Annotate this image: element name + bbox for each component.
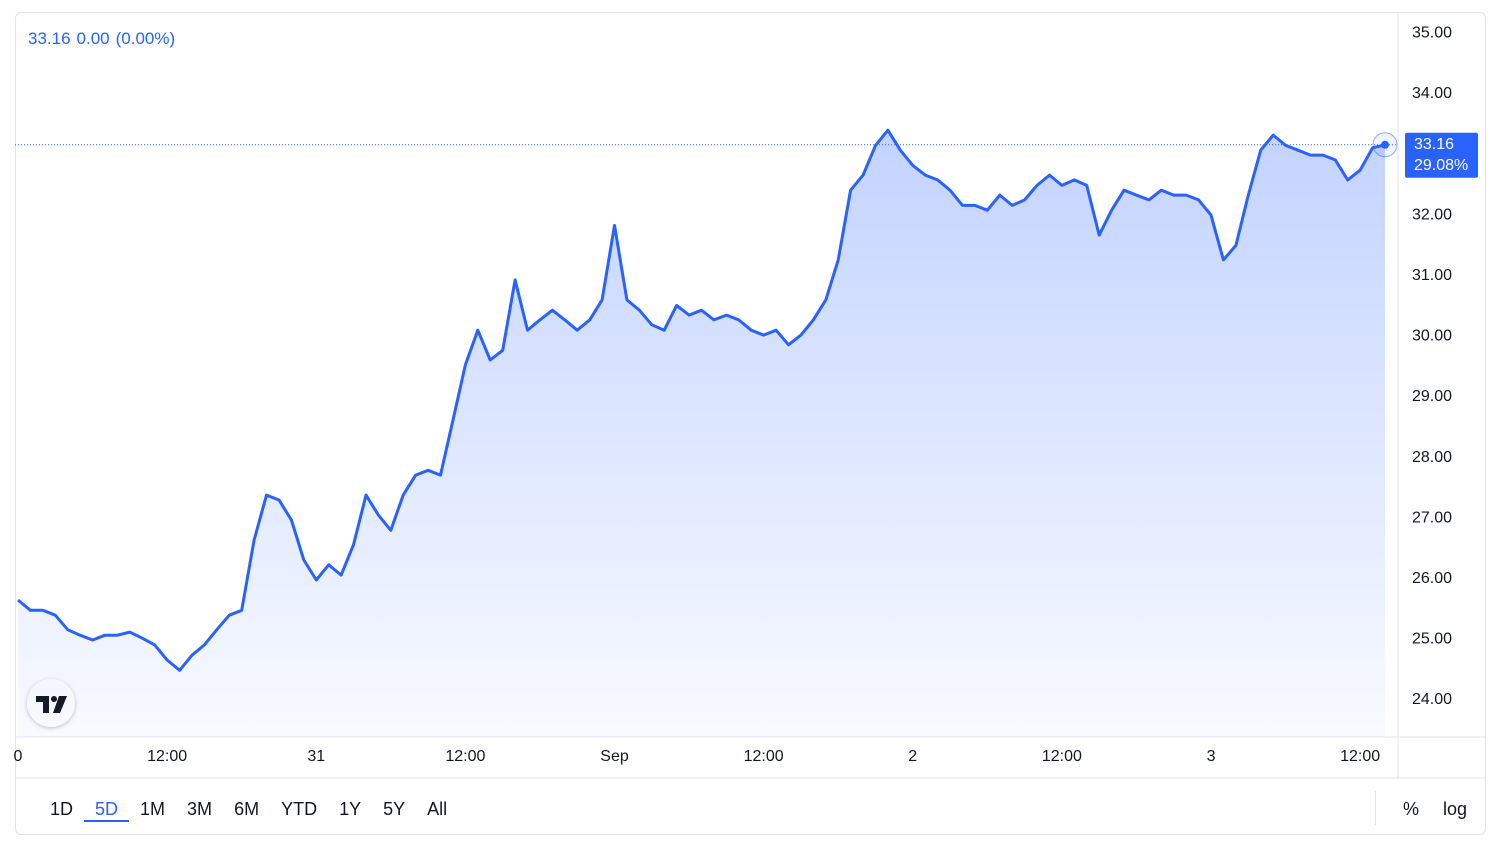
price-line	[17, 128, 1386, 672]
y-tick-label: 30.00	[1412, 328, 1452, 345]
range-button[interactable]: 1Y	[339, 799, 362, 819]
option-button[interactable]: log	[1442, 799, 1467, 819]
y-tick-label: 26.00	[1412, 570, 1452, 587]
x-tick-label: 12:00	[1042, 748, 1082, 765]
y-tick-label: 35.00	[1412, 24, 1452, 41]
option-buttons: % log	[1392, 796, 1478, 822]
x-tick-label: 2	[908, 748, 917, 765]
y-tick-label: 31.00	[1412, 267, 1452, 284]
range-button[interactable]: 5Y	[383, 799, 406, 819]
legend-price: 33.16	[28, 29, 71, 48]
x-tick-label: 3	[1207, 748, 1216, 765]
option-button[interactable]: %	[1402, 799, 1419, 819]
y-tick-label: 32.00	[1412, 206, 1452, 223]
y-tick-label: 29.00	[1412, 388, 1452, 405]
last-pct-label: 29.08%	[1414, 157, 1468, 174]
toolbar-separator	[1375, 791, 1376, 825]
chart-frame	[15, 12, 1486, 835]
y-tick-label: 25.00	[1412, 631, 1452, 648]
x-tick-label: 31	[307, 748, 325, 765]
x-tick-label: 12:00	[744, 748, 784, 765]
x-tick-label: 12:00	[445, 748, 485, 765]
y-tick-label: 34.00	[1412, 85, 1452, 102]
range-button[interactable]: YTD	[281, 799, 318, 819]
x-tick-label: 12:00	[147, 748, 187, 765]
x-tick-label: Sep	[600, 748, 629, 765]
last-point	[1381, 140, 1389, 149]
y-tick-label: 28.00	[1412, 449, 1452, 466]
y-tick-label: 27.00	[1412, 509, 1452, 526]
last-price-label: 33.16	[1414, 136, 1454, 153]
range-button[interactable]: 1D	[50, 799, 74, 819]
range-button[interactable]: 3M	[187, 799, 213, 819]
legend-change-pct: (0.00%)	[115, 29, 176, 48]
y-tick-label: 24.00	[1412, 691, 1452, 708]
x-tick-label: 12:00	[1340, 748, 1380, 765]
range-button[interactable]: 1M	[140, 799, 166, 819]
last-price-badge	[1405, 132, 1478, 178]
range-buttons: 1D 5D 1M 3M 6M YTD 1Y 5Y All	[39, 796, 458, 822]
x-tick-label: 0	[14, 748, 23, 765]
range-button[interactable]: 5D	[84, 796, 129, 822]
legend-change: 0.00	[76, 29, 110, 48]
range-button[interactable]: All	[427, 799, 448, 819]
area-fill	[18, 130, 1385, 737]
toolbar: 1D 5D 1M 3M 6M YTD 1Y 5Y All % log	[15, 779, 1486, 835]
range-button[interactable]: 6M	[234, 799, 260, 819]
legend: 33.16 0.00 (0.00%)	[28, 29, 181, 49]
